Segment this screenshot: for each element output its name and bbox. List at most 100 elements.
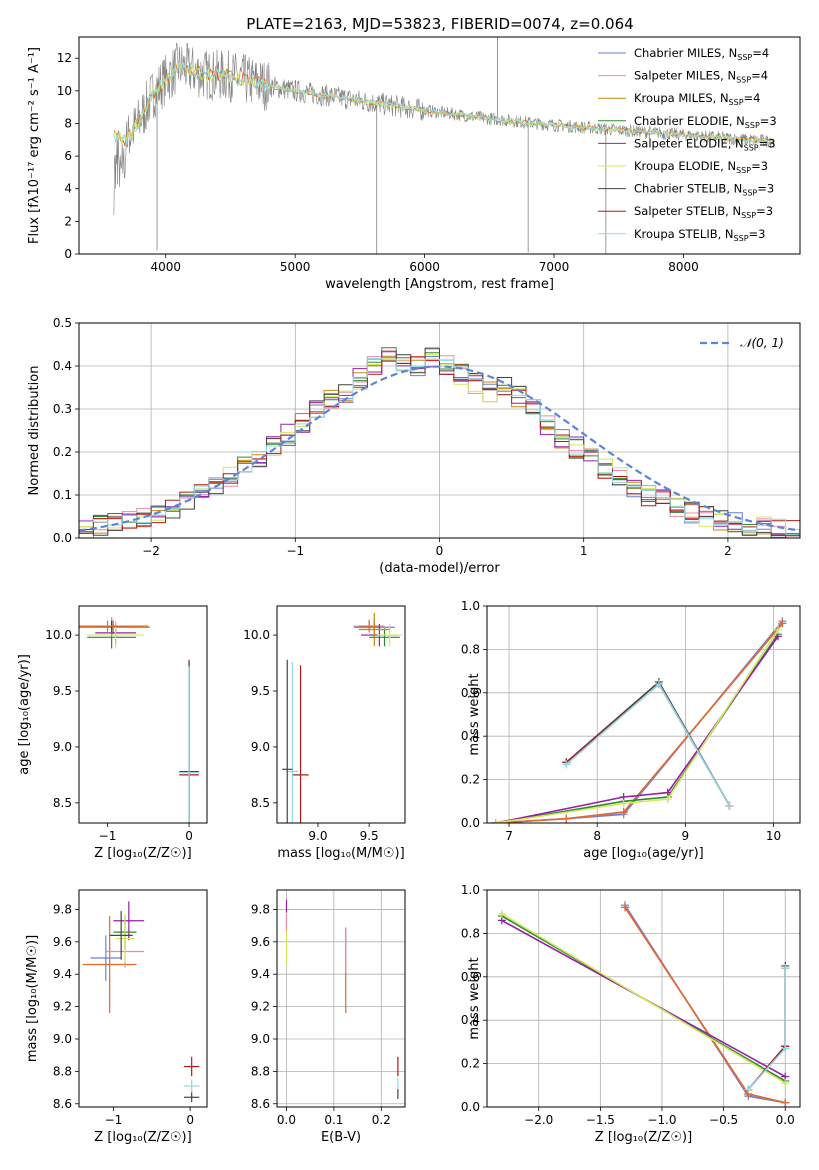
legend-entry-subscript: SSP — [736, 166, 751, 175]
y-tick-label: 9.6 — [251, 935, 270, 949]
legend-entry-subscript: SSP — [742, 189, 757, 198]
legend-entry-suffix: =3 — [757, 182, 774, 196]
x-tick-label: 1 — [580, 544, 588, 558]
panel-massweight-vs-Z: −2.0 −1.5 −1.0 −0.5 0.0 0.0 0.2 0.4 0.6 0.8 1.0 Z [… — [461, 883, 801, 1145]
y-axis-label: Normed distribution — [27, 366, 42, 496]
y-tick-label: 9.0 — [53, 1032, 72, 1046]
x-axis-label: Z [log₁₀(Z/Z☉)] — [94, 846, 191, 861]
y-tick-label: 0.0 — [53, 531, 72, 545]
legend-entry-subscript: SSP — [737, 53, 752, 62]
legend-entry-name: Chabrier MILES, N — [634, 46, 737, 60]
legend-entry: 𝒩(0, 1) — [740, 336, 784, 350]
y-tick-label: 9.4 — [251, 967, 270, 981]
axes-frame — [276, 889, 406, 1108]
mass-weight-series — [624, 904, 786, 1104]
y-tick-label: 9.0 — [251, 740, 270, 754]
legend-entry-subscript: SSP — [744, 143, 759, 152]
mass-weight-series — [495, 633, 779, 823]
x-tick-label: 9 — [682, 829, 690, 843]
y-tick-label: 10.0 — [45, 628, 72, 642]
x-tick-label: 7000 — [539, 260, 570, 274]
data-point — [621, 903, 630, 912]
y-axis-label: age [log₁₀(age/yr)] — [17, 654, 32, 775]
x-axis-label: Z [log₁₀(Z/Z☉)] — [94, 1130, 191, 1145]
legend-entry-suffix: =3 — [760, 114, 777, 128]
y-tick-label: 8.5 — [251, 796, 270, 810]
x-tick-label: 0.0 — [776, 1113, 795, 1127]
data-point — [663, 795, 672, 804]
x-tick-label: 9.0 — [308, 829, 327, 843]
plot-area — [113, 37, 775, 254]
y-tick-label: 9.5 — [53, 684, 72, 698]
y-tick-label: 8.8 — [251, 1064, 270, 1078]
plot-area — [79, 617, 199, 823]
legend-entry: Chabrier ELODIE, NSSP=3 — [634, 114, 777, 130]
y-tick-label: 8.6 — [53, 1097, 72, 1111]
y-tick-label: 9.4 — [53, 967, 72, 981]
y-tick-label: 0.0 — [461, 1100, 480, 1114]
x-tick-label: 2 — [724, 544, 732, 558]
y-tick-label: 6 — [64, 149, 72, 163]
legend-entry: Chabrier STELIB, NSSP=3 — [634, 182, 774, 198]
y-tick-label: 9.0 — [251, 1032, 270, 1046]
axes-frame — [486, 889, 801, 1108]
panel-age-vs-mass: 9.0 9.5 8.5 9.0 9.5 10.0 mass [log₁₀(M/M☉)] — [243, 605, 406, 861]
y-axis-label: mass weight — [467, 673, 482, 755]
x-tick-label: 5000 — [280, 260, 311, 274]
data-point — [778, 619, 787, 628]
legend-entry: Salpeter MILES, NSSP=4 — [634, 69, 768, 85]
data-point — [773, 625, 782, 634]
y-tick-label: 0.8 — [461, 642, 480, 656]
data-point — [619, 799, 628, 808]
x-tick-label: 4000 — [150, 260, 181, 274]
mass-weight-series — [495, 622, 784, 823]
y-tick-label: 1.0 — [461, 883, 480, 897]
y-tick-label: 9.0 — [53, 740, 72, 754]
data-point — [725, 801, 734, 810]
y-tick-label: 10 — [57, 84, 72, 98]
panel-residuals: −2 −1 0 1 2 0.0 0.1 0.2 0.3 0.4 0.5 (data-model)/er… — [27, 316, 801, 576]
mass-weight-series — [501, 913, 786, 1084]
legend-entry-subscript: SSP — [745, 121, 760, 130]
y-axis-label: mass weight — [467, 957, 482, 1039]
gaussian-curve — [79, 365, 800, 532]
y-tick-label: 0.8 — [461, 926, 480, 940]
model-spectrum — [113, 61, 775, 145]
x-tick-label: 0 — [185, 829, 193, 843]
y-tick-label: 0.4 — [461, 729, 480, 743]
data-point — [491, 819, 500, 823]
x-tick-label: 10 — [766, 829, 781, 843]
legend-entry-name: Chabrier STELIB, N — [634, 182, 742, 196]
y-tick-label: 0.4 — [461, 1013, 480, 1027]
legend-entry-subscript: SSP — [741, 211, 756, 220]
x-tick-label: 9.5 — [360, 829, 379, 843]
plot-area — [285, 899, 399, 1099]
y-tick-label: 8.6 — [251, 1097, 270, 1111]
legend-entry-subscript: SSP — [734, 234, 749, 243]
x-tick-label: 0.0 — [277, 1113, 296, 1127]
panel-spectrum: 4000 5000 6000 7000 8000 0 2 4 6 8 10 12 wavelength … — [27, 36, 801, 292]
legend-entry-name: Kroupa MILES, N — [634, 91, 729, 105]
y-tick-label: 0.2 — [53, 445, 72, 459]
y-tick-label: 0.2 — [461, 1057, 480, 1071]
y-tick-label: 0.4 — [53, 359, 72, 373]
legend-entry-name: Salpeter ELODIE, N — [634, 136, 744, 150]
panel-massweight-vs-age: 7 8 9 10 0.0 0.2 0.4 0.6 0.8 1.0 age [log₁₀(age/yr… — [461, 599, 801, 861]
data-point — [654, 680, 663, 689]
y-tick-label: 8.8 — [53, 1064, 72, 1078]
mass-weight-series — [495, 635, 779, 823]
data-point — [497, 909, 506, 918]
x-tick-label: 0.1 — [324, 1113, 343, 1127]
legend-entry-suffix: =3 — [756, 204, 773, 218]
y-tick-label: 9.2 — [53, 1000, 72, 1014]
y-tick-label: 0.1 — [53, 488, 72, 502]
x-tick-label: 0.2 — [372, 1113, 391, 1127]
x-axis-label: (data-model)/error — [379, 561, 500, 576]
legend-entry-name: Kroupa STELIB, N — [634, 227, 734, 241]
legend-entry-suffix: =4 — [752, 46, 769, 60]
x-axis-label: mass [log₁₀(M/M☉)] — [277, 846, 404, 861]
y-tick-label: 0.0 — [461, 816, 480, 830]
x-axis-label: age [log₁₀(age/yr)] — [583, 846, 704, 861]
x-tick-label: 0 — [186, 1113, 194, 1127]
panel-mass-vs-Z: −1 0 8.6 8.8 9.0 9.2 9.4 9.6 9.8 Z [log₁₀(Z/Z☉)] m… — [25, 889, 208, 1145]
